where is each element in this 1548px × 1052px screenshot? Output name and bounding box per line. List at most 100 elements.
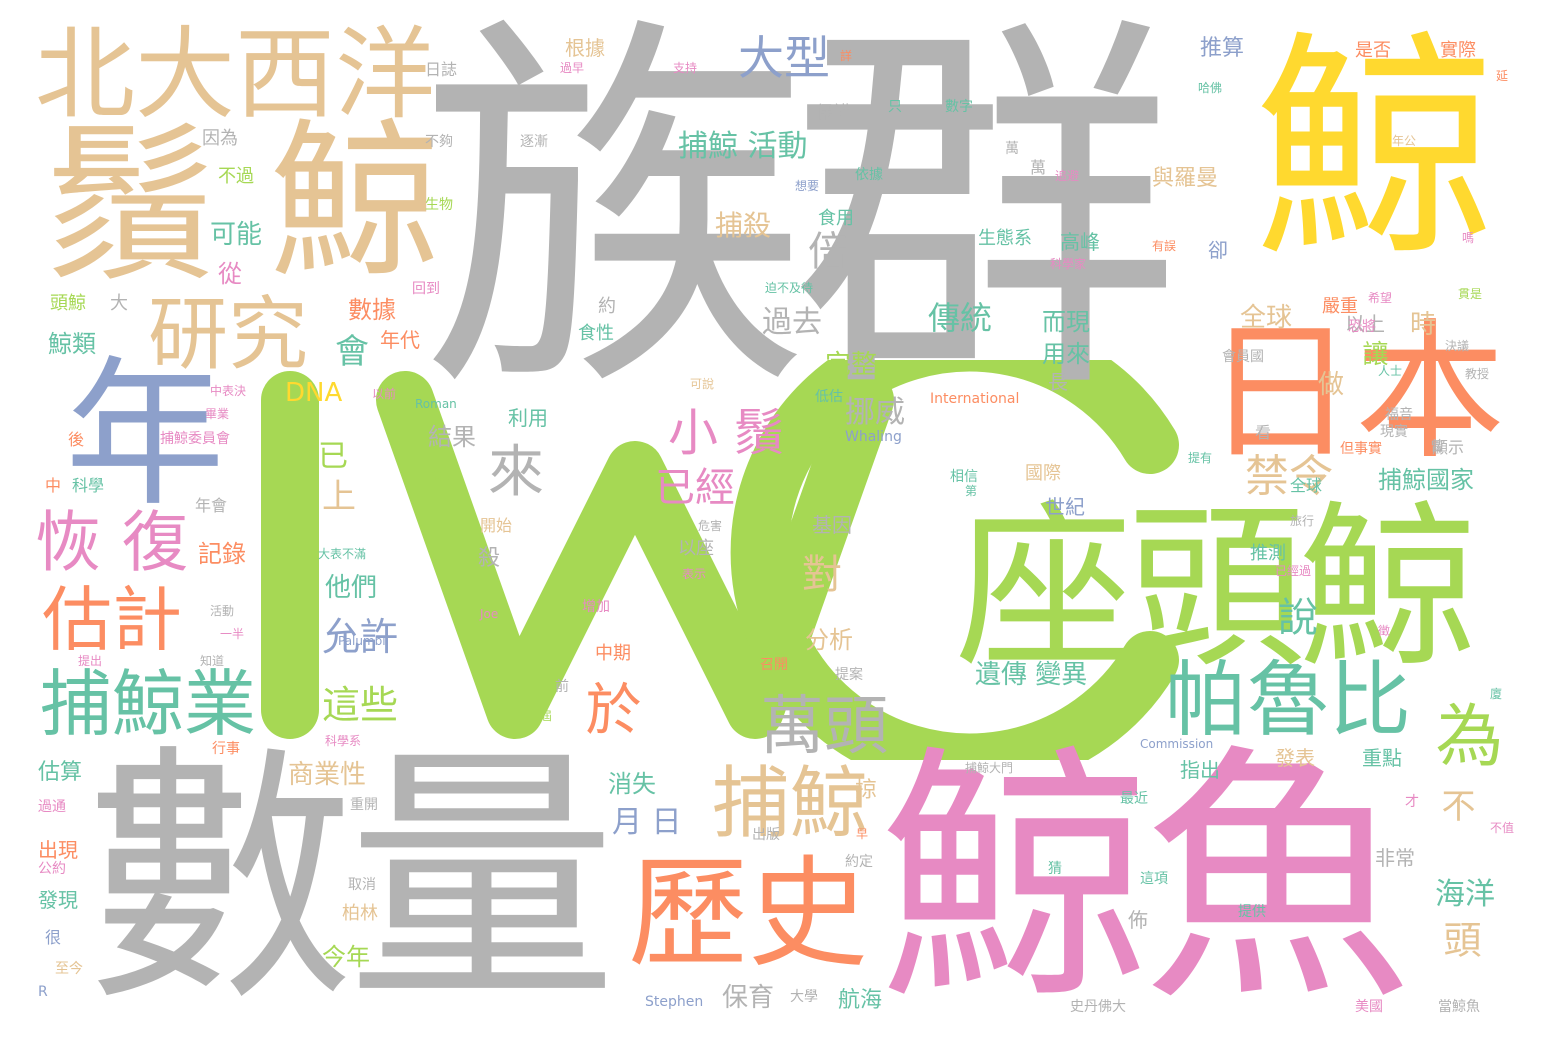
word: 美國 (1355, 999, 1383, 1015)
word-jing-yellow: 鯨 (1255, 10, 1496, 290)
word: 哈佛 (1198, 81, 1223, 95)
word: 說 (1278, 595, 1318, 641)
word: 大 (110, 293, 128, 314)
word: 大學 (790, 989, 818, 1005)
word: 保護 (815, 103, 851, 124)
word: 已經過 (1275, 564, 1312, 578)
word: 捕鯨大門 (965, 761, 1014, 775)
word: 指出 (1180, 758, 1220, 782)
word: 國際 (1025, 463, 1061, 484)
word: 全球 (1290, 476, 1323, 495)
word: 推測 (1250, 543, 1286, 564)
word: 旅行 (1290, 514, 1315, 528)
word: 猜 (1048, 861, 1062, 877)
word-paluby: 帕魯比 (1165, 653, 1412, 748)
word: 廈 (1490, 687, 1503, 701)
word: 年代 (380, 328, 420, 352)
word: 可能 (210, 220, 263, 250)
word: 科學家 (1050, 257, 1087, 271)
word: 分析 (805, 626, 853, 654)
word: 與羅曼 (1152, 166, 1219, 191)
word: 結果 (428, 423, 476, 451)
word: 低估 (815, 389, 843, 405)
word: 不夠 (425, 134, 453, 150)
word: 早 (856, 827, 869, 841)
word: 而現 (1042, 308, 1090, 336)
word: 遺傳 變異 (975, 660, 1088, 690)
iwc-word: IWC (261, 360, 1179, 760)
word: 論文 (432, 469, 457, 483)
word: Stephen (645, 994, 704, 1010)
word: 會 (335, 332, 369, 372)
word: 提有 (1188, 451, 1213, 465)
word: 恐將 (1348, 319, 1376, 335)
word: Palumbi (338, 634, 386, 648)
word: 公約 (38, 861, 66, 877)
word: International (930, 391, 1020, 407)
word: 他們 (325, 573, 378, 603)
word: 只 (888, 99, 902, 115)
word: 可說 (690, 377, 715, 391)
word: 利用 (508, 406, 548, 430)
word: 基因 (812, 513, 852, 537)
word: 知道 (200, 654, 225, 668)
word: 中表決 (210, 384, 247, 398)
word: 後 (68, 430, 85, 449)
word: 回到 (412, 281, 440, 297)
word: Roman (415, 397, 457, 411)
word: 活動 (210, 604, 235, 618)
word: 全球 (1240, 303, 1293, 333)
word: 會員國 (1222, 349, 1264, 365)
word: 商業性 (288, 760, 367, 790)
word: 支持 (673, 61, 698, 75)
word: 開始 (480, 516, 513, 535)
word: 前 (555, 679, 569, 695)
word: 捕鯨委員會 (160, 431, 230, 447)
word-daxing: 大型 (738, 31, 830, 85)
word: 食用 (818, 208, 854, 229)
word: 發現 (38, 888, 78, 912)
word: 過去 (762, 305, 822, 340)
word: 殺 (478, 546, 501, 571)
word: 延 (1496, 69, 1509, 83)
word: 數字 (945, 99, 973, 115)
word: 長 (1048, 370, 1068, 394)
word: 科學系 (325, 734, 362, 748)
word: 中 (45, 476, 62, 495)
word: 已 (318, 439, 348, 474)
word-xu: 鬚 (45, 108, 216, 306)
word: 提供 (1238, 904, 1266, 920)
word: 萬 (1005, 141, 1019, 157)
word: 讓 (1358, 340, 1388, 366)
word: 相信 (950, 469, 978, 485)
word: 出版 (752, 827, 780, 843)
word: 實際 (1440, 40, 1476, 61)
word: 生態系 (978, 228, 1032, 249)
word: 不 (1435, 788, 1475, 822)
word: 嚴重 (1322, 296, 1358, 317)
word: 提出 (78, 654, 103, 668)
word-beidaxiyang: 北大西洋 (35, 16, 435, 133)
word: 追避 (1055, 169, 1080, 183)
word-nian: 年 (65, 341, 226, 528)
word: 是否 (1355, 40, 1391, 61)
word: 畢業 (205, 407, 230, 421)
word: 屆 (540, 709, 553, 723)
word-xiaoxu: 小 鬚 (668, 404, 784, 462)
word: 科學 (72, 476, 105, 495)
word: 才 (1405, 794, 1419, 810)
word: 詳 (840, 49, 853, 63)
word: 不值 (1490, 821, 1515, 835)
word-huifu: 恢 復 (35, 504, 188, 581)
word: 逐漸 (520, 134, 548, 150)
word: 教授 (1465, 367, 1490, 381)
word: 倍 (808, 229, 848, 275)
word: 看 (1255, 423, 1272, 442)
word: 世紀 (1045, 495, 1085, 519)
word: 最近 (1120, 791, 1148, 807)
word: 允許 (322, 615, 399, 659)
word: 捕鯨 活動 (678, 129, 808, 164)
word: 福音 (1385, 407, 1413, 423)
word-bujing: 捕鯨 (712, 759, 869, 849)
word: 挪威 (845, 395, 905, 430)
